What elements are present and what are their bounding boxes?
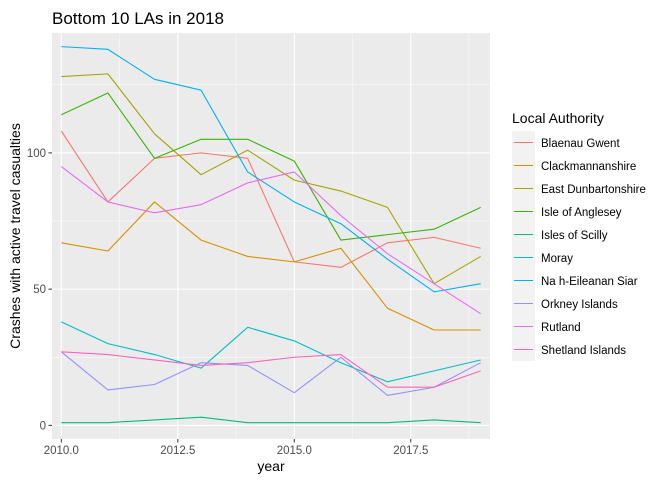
legend-label: East Dunbartonshire — [541, 184, 646, 196]
x-tick-label: 2015.0 — [277, 445, 312, 457]
legend-label: Moray — [541, 253, 573, 265]
legend-label: Orkney Islands — [541, 299, 618, 311]
legend-label: Na h-Eileanan Siar — [541, 276, 638, 288]
series-line — [60, 351, 481, 396]
y-tick-label: 50 — [33, 284, 46, 296]
x-tick-label: 2012.5 — [160, 445, 195, 457]
legend-title: Local Authority — [512, 110, 604, 126]
chart-title: Bottom 10 LAs in 2018 — [52, 9, 224, 28]
x-tick-label: 2010.0 — [44, 445, 79, 457]
series-line — [61, 201, 481, 331]
legend-label: Isle of Anglesey — [541, 207, 622, 219]
major-gridlines — [52, 33, 490, 439]
plot-panel — [52, 33, 490, 439]
series-line — [60, 130, 481, 268]
series-line — [61, 73, 481, 285]
series-line — [61, 351, 481, 388]
legend-label: Rutland — [541, 322, 581, 334]
series-line — [61, 92, 481, 241]
series-line — [61, 321, 481, 383]
series-line — [61, 416, 481, 424]
series-line — [61, 46, 481, 293]
y-tick-label: 0 — [40, 420, 46, 432]
series-line — [60, 166, 481, 315]
y-tick-label: 100 — [27, 148, 46, 160]
x-tick-label: 2017.5 — [393, 445, 428, 457]
series-lines — [60, 46, 481, 424]
x-axis-title: year — [257, 458, 285, 474]
legend-label: Isles of Scilly — [541, 230, 608, 242]
legend: Local Authority Blaenau Gwent Clackmannan… — [512, 110, 646, 361]
minor-gridlines — [52, 33, 490, 439]
legend-label: Shetland Islands — [541, 345, 626, 357]
y-axis-ticks: 0 50 100 — [27, 148, 52, 432]
legend-label: Blaenau Gwent — [541, 138, 620, 150]
x-axis-ticks: 2010.0 2012.5 2015.0 2017.5 — [44, 439, 428, 457]
legend-label: Clackmannanshire — [541, 161, 636, 173]
y-axis-title: Crashes with active travel casualties — [7, 123, 23, 349]
